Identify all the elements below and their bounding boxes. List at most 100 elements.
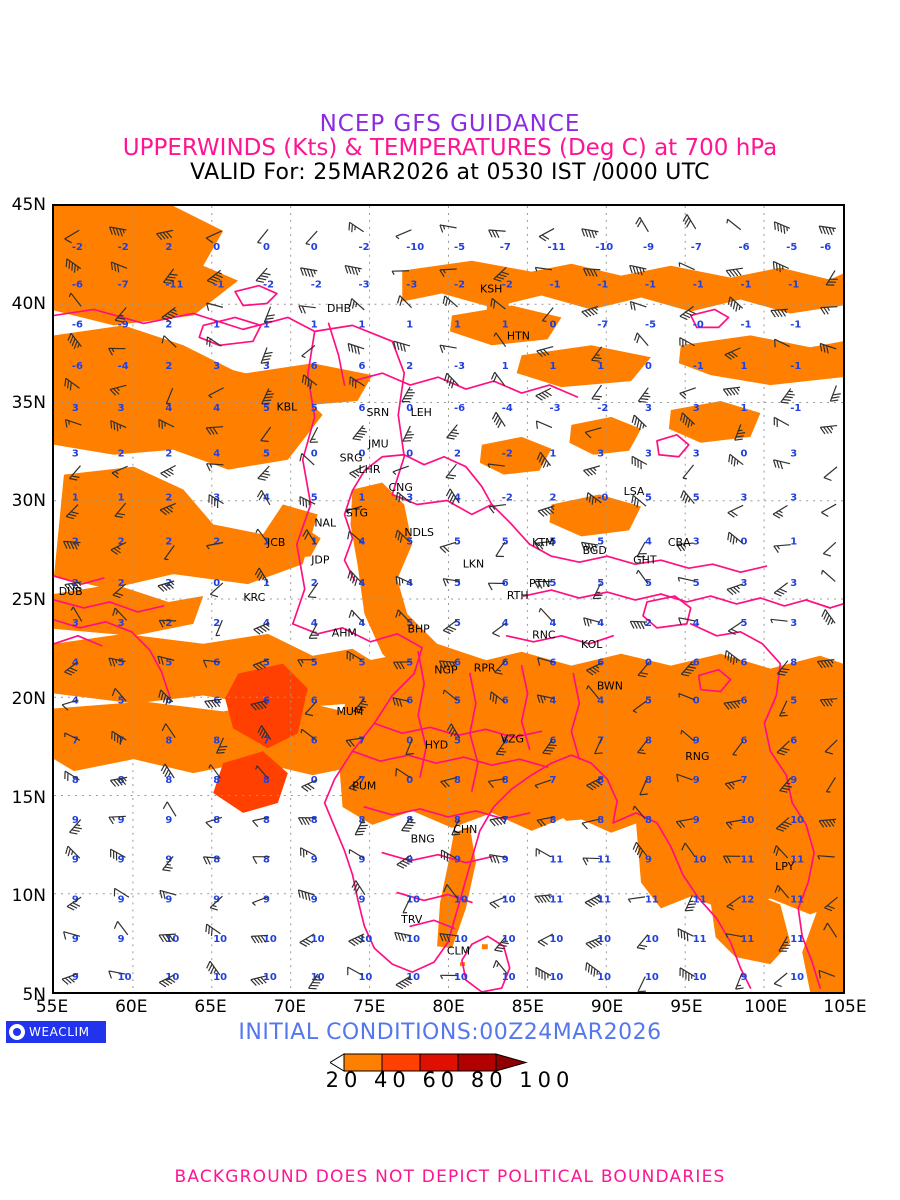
svg-text:2: 2 xyxy=(118,578,125,589)
svg-text:0: 0 xyxy=(358,449,365,460)
svg-text:5: 5 xyxy=(358,658,365,669)
svg-text:4: 4 xyxy=(406,578,413,589)
wind-barb xyxy=(538,228,555,242)
wind-barb xyxy=(439,224,457,233)
wind-barb xyxy=(632,700,648,714)
svg-text:10: 10 xyxy=(693,972,707,983)
wind-barb xyxy=(67,332,82,349)
wind-barb xyxy=(439,344,457,353)
svg-text:11: 11 xyxy=(790,855,804,866)
wind-barb xyxy=(302,529,316,545)
svg-text:-1: -1 xyxy=(549,280,560,291)
wind-barb xyxy=(260,347,273,364)
wind-barb xyxy=(392,465,410,475)
wind-barb xyxy=(442,619,458,635)
wind-barb xyxy=(770,618,788,624)
x-axis-tick-85E: 85E xyxy=(511,997,544,1017)
wind-barb xyxy=(586,492,602,505)
wind-barb xyxy=(773,544,791,553)
wind-barb xyxy=(440,849,457,862)
y-axis-tick-15N: 15N xyxy=(11,787,46,808)
wind-barb xyxy=(734,424,746,441)
weaclim-logo-badge[interactable]: WEACLIM xyxy=(6,1021,106,1043)
wind-barb xyxy=(677,576,695,582)
svg-text:-10: -10 xyxy=(595,242,613,253)
wind-barb xyxy=(257,465,271,481)
grid-lines xyxy=(54,206,843,992)
wind-barb xyxy=(158,689,174,705)
wind-barb xyxy=(114,502,127,519)
wind-barb xyxy=(679,387,696,400)
wind-barb xyxy=(680,490,695,504)
wind-barb xyxy=(728,453,744,467)
y-axis-tick-35N: 35N xyxy=(11,392,46,413)
city-label-lsa: LSA xyxy=(624,485,645,498)
wind-barb xyxy=(162,801,177,817)
svg-text:2: 2 xyxy=(213,536,220,547)
svg-text:8: 8 xyxy=(213,735,220,746)
wind-barb xyxy=(261,388,275,405)
svg-text:1: 1 xyxy=(358,319,365,330)
wind-barb xyxy=(347,570,363,586)
wind-barb xyxy=(348,776,362,792)
wind-barb xyxy=(824,896,839,912)
svg-text:2: 2 xyxy=(165,493,172,504)
wind-barb xyxy=(631,455,648,470)
wind-barb xyxy=(681,842,696,858)
svg-text:5: 5 xyxy=(263,658,270,669)
initial-conditions-text: INITIAL CONDITIONS:00Z24MAR2026 xyxy=(238,1020,662,1045)
wind-barb xyxy=(65,845,81,859)
wind-barb xyxy=(158,619,177,628)
wind-barb xyxy=(820,306,838,315)
svg-text:-7: -7 xyxy=(691,242,702,253)
svg-text:6: 6 xyxy=(311,361,318,372)
svg-text:5: 5 xyxy=(263,449,270,460)
x-axis-tick-70E: 70E xyxy=(273,997,307,1017)
wind-barb xyxy=(110,541,127,555)
wind-barb xyxy=(202,659,221,668)
wind-barb xyxy=(594,738,603,755)
wind-barb xyxy=(108,815,126,825)
city-label-leh: LEH xyxy=(411,406,432,419)
svg-text:2: 2 xyxy=(454,449,461,460)
city-label-rng: RNG xyxy=(685,750,709,763)
svg-text:0: 0 xyxy=(213,578,220,589)
svg-text:-5: -5 xyxy=(454,242,465,253)
svg-text:5: 5 xyxy=(645,695,652,706)
wind-barb xyxy=(582,268,601,277)
wind-barb xyxy=(773,582,789,597)
wind-barb xyxy=(206,302,224,311)
wind-barb xyxy=(580,541,599,552)
svg-text:10: 10 xyxy=(406,934,420,945)
wind-barb xyxy=(353,698,369,714)
svg-text:10: 10 xyxy=(358,972,372,983)
svg-text:8: 8 xyxy=(406,815,413,826)
svg-text:4: 4 xyxy=(549,618,556,629)
wind-barb xyxy=(112,583,127,599)
wind-barb xyxy=(114,307,127,323)
wind-barb xyxy=(819,424,838,435)
wind-barb xyxy=(637,738,649,755)
svg-text:6: 6 xyxy=(406,695,413,706)
wind-barb xyxy=(490,298,506,310)
wind-barb xyxy=(158,933,176,943)
wind-barb xyxy=(163,545,175,561)
wind-barb xyxy=(252,856,270,864)
wind-barb xyxy=(349,298,365,311)
svg-text:8: 8 xyxy=(263,855,270,866)
wind-barb xyxy=(439,268,457,277)
wind-barb xyxy=(159,889,177,900)
wind-barb xyxy=(112,607,128,621)
svg-text:5: 5 xyxy=(454,695,461,706)
city-label-jcb: JCB xyxy=(266,536,285,549)
city-label-ktm: KTM xyxy=(532,536,554,549)
svg-text:8: 8 xyxy=(645,735,652,746)
svg-text:1: 1 xyxy=(502,361,509,372)
svg-text:10: 10 xyxy=(549,972,563,983)
colorbar xyxy=(0,1052,900,1082)
wind-barb xyxy=(351,880,366,896)
wind-barb xyxy=(308,623,319,639)
wind-barb xyxy=(682,214,697,230)
y-axis-tick-10N: 10N xyxy=(11,886,46,907)
